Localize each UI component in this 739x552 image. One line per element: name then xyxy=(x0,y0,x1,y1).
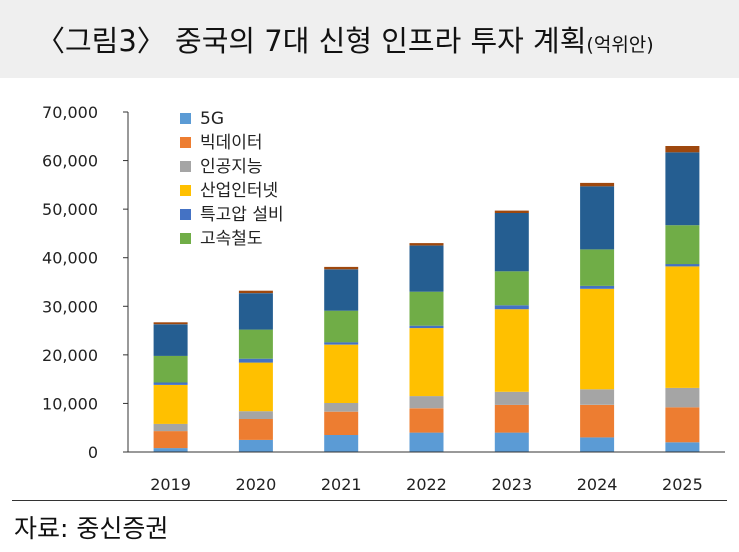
bars-layer xyxy=(153,146,700,452)
bar-segment xyxy=(409,328,444,397)
x-tick-label: 2020 xyxy=(236,475,277,494)
bar-segment xyxy=(409,432,444,452)
bar-segment xyxy=(580,182,615,187)
bar-segment xyxy=(665,442,700,452)
bar-segment xyxy=(324,269,359,311)
x-tick-label: 2024 xyxy=(577,475,618,494)
y-tick-label: 0 xyxy=(88,443,98,462)
legend-label: 빅데이터 xyxy=(200,133,263,153)
axis-layer: 2019 2020 2021 2022 2023 2024 2025 0 10,000 20,00… xyxy=(42,103,725,494)
y-tick-label: 70,000 xyxy=(42,103,98,122)
bar-segment xyxy=(494,271,529,306)
bar-segment xyxy=(665,407,700,443)
y-tick-label: 50,000 xyxy=(42,200,98,219)
bar-segment xyxy=(238,329,273,359)
bar-segment xyxy=(324,342,359,345)
bar-segment xyxy=(409,245,444,292)
bar-segment xyxy=(153,322,188,325)
bar-segment xyxy=(153,423,188,432)
bar-segment xyxy=(409,325,444,329)
bar-segment xyxy=(494,404,529,433)
chart-unit: (억위안) xyxy=(586,34,654,56)
legend-label: 인공지능 xyxy=(200,157,263,177)
x-tick-label: 2019 xyxy=(150,475,191,494)
bar-segment xyxy=(324,266,359,270)
bar-segment xyxy=(494,432,529,452)
bar-segment xyxy=(238,419,273,440)
bar-segment xyxy=(238,362,273,412)
bar-segment xyxy=(665,387,700,408)
x-tick-label: 2025 xyxy=(662,475,703,494)
legend-label: 5G xyxy=(200,109,224,129)
bar-segment xyxy=(580,288,615,390)
stacked-bar-chart: 2019 2020 2021 2022 2023 2024 2025 0 10,000 20,00… xyxy=(42,103,725,494)
legend-swatch xyxy=(180,137,191,148)
y-tick-label: 10,000 xyxy=(42,394,98,413)
chart-title: 〈그림3〉 중국의 7대 신형 인프라 투자 계획(억위안) xyxy=(36,18,654,60)
source-note: 자료: 중신증권 xyxy=(14,514,169,543)
bar-segment xyxy=(665,266,700,388)
legend-swatch xyxy=(180,113,191,124)
bar-segment xyxy=(665,146,700,153)
bar-segment xyxy=(494,305,529,310)
bar-segment xyxy=(153,355,188,383)
title-bar: 〈그림3〉 중국의 7대 신형 인프라 투자 계획(억위안) xyxy=(0,0,739,78)
y-tick-label: 40,000 xyxy=(42,249,98,268)
bar-segment xyxy=(153,431,188,449)
legend-swatch xyxy=(180,185,191,196)
bar-segment xyxy=(580,285,615,289)
bar-segment xyxy=(238,290,273,294)
bar-segment xyxy=(238,439,273,452)
bar-segment xyxy=(324,402,359,412)
legend-swatch xyxy=(180,209,191,220)
chart-title-text: 〈그림3〉 중국의 7대 신형 인프라 투자 계획 xyxy=(36,24,587,58)
bar-segment xyxy=(580,249,615,286)
x-tick-label: 2022 xyxy=(406,475,447,494)
bar-segment xyxy=(580,437,615,452)
bar-segment xyxy=(665,225,700,265)
x-tick-label: 2023 xyxy=(491,475,532,494)
bar-segment xyxy=(409,243,444,246)
legend-label: 고속철도 xyxy=(200,229,263,249)
bar-segment xyxy=(324,435,359,452)
legend-swatch xyxy=(180,233,191,244)
bar-segment xyxy=(324,411,359,435)
y-tick-label: 20,000 xyxy=(42,346,98,365)
y-tick-label: 60,000 xyxy=(42,152,98,171)
bar-segment xyxy=(494,210,529,213)
bar-segment xyxy=(580,186,615,250)
bar-segment xyxy=(153,382,188,385)
bar-segment xyxy=(238,293,273,330)
bar-segment xyxy=(153,324,188,356)
legend-label: 특고압 설비 xyxy=(200,205,284,225)
bottom-rule xyxy=(12,500,727,501)
bar-segment xyxy=(409,408,444,433)
bar-segment xyxy=(409,291,444,326)
bar-segment xyxy=(494,309,529,392)
bar-segment xyxy=(238,411,273,419)
bar-segment xyxy=(580,389,615,405)
bar-segment xyxy=(665,152,700,226)
bar-segment xyxy=(665,264,700,267)
y-tick-label: 30,000 xyxy=(42,297,98,316)
x-tick-label: 2021 xyxy=(321,475,362,494)
legend-swatch xyxy=(180,161,191,172)
bar-segment xyxy=(324,344,359,403)
bar-segment xyxy=(494,391,529,405)
bar-segment xyxy=(409,396,444,409)
bar-segment xyxy=(324,310,359,343)
legend-label: 산업인터넷 xyxy=(200,181,278,201)
bar-segment xyxy=(238,358,273,363)
bar-segment xyxy=(153,385,188,424)
bar-segment xyxy=(153,448,188,452)
bar-segment xyxy=(494,213,529,272)
bar-segment xyxy=(580,404,615,438)
